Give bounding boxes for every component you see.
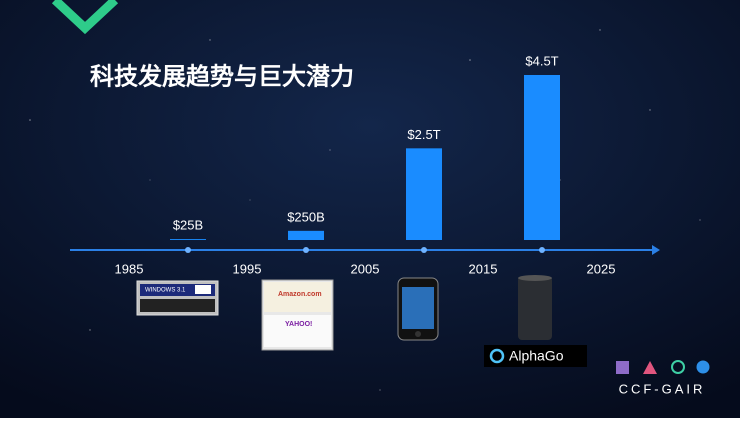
annotation: AlphaGo — [509, 348, 564, 364]
windows-screenshot: WINDOWS 3.1 — [136, 280, 219, 316]
bar — [406, 148, 442, 240]
x-tick-label: 1985 — [115, 261, 144, 276]
x-tick-label: 1995 — [233, 261, 262, 276]
annotation: WINDOWS 3.1 — [145, 288, 186, 294]
timeline-dot — [303, 247, 309, 253]
x-tick-label: 2025 — [587, 261, 616, 276]
plot: 1985 1995 2005 2015 2025 $25B $250B $2.5T $4.5T — [70, 53, 660, 276]
iphone-image — [397, 277, 439, 341]
web-screenshot: Amazon.com YAHOO! — [261, 279, 334, 351]
footer-logo-text: CCF-GAIR — [619, 381, 706, 396]
x-tick-label: 2005 — [351, 261, 380, 276]
timeline-dot — [421, 247, 427, 253]
value-label: $250B — [287, 209, 325, 224]
bar — [170, 239, 206, 240]
alphago-logo: AlphaGo — [484, 345, 587, 367]
slide-title: 科技发展趋势与巨大潜力 — [90, 62, 354, 90]
annotation: YAHOO! — [285, 321, 312, 328]
value-label: $4.5T — [525, 53, 558, 68]
stars — [29, 29, 701, 391]
ccf-logo: CCF-GAIR — [616, 360, 710, 396]
timeline-dot — [539, 247, 545, 253]
x-tick-label: 2015 — [469, 261, 498, 276]
timeline-dot — [185, 247, 191, 253]
speaker-image — [518, 275, 552, 340]
value-label: $25B — [173, 218, 203, 233]
bar — [288, 230, 324, 240]
value-label: $2.5T — [407, 127, 440, 142]
annotation: Amazon.com — [278, 291, 322, 298]
axis-arrow — [652, 245, 660, 255]
bar — [524, 75, 560, 240]
chevron-logo — [51, 0, 119, 35]
